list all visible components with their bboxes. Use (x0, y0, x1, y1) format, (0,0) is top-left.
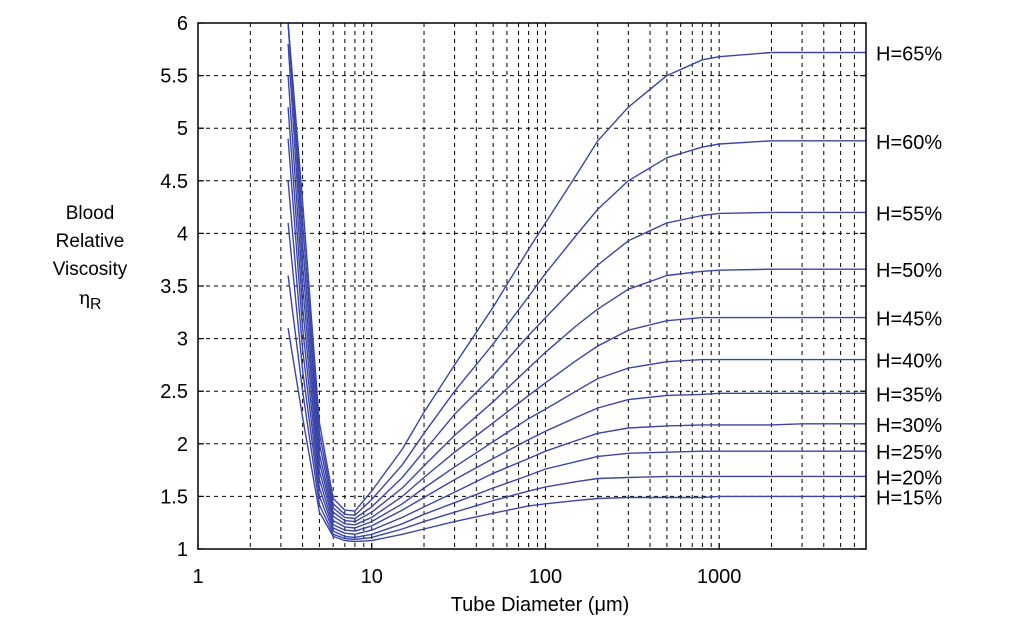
series-labels: H=65% H=60% H=55% H=50% H=45% H=40% H=35% H=30%… (876, 43, 942, 509)
series-line (287, 107, 866, 529)
grid (198, 23, 866, 549)
series-line (287, 23, 866, 516)
series-label: H=55% (876, 203, 942, 225)
y-axis-symbol-eta: η (78, 287, 90, 309)
series-line (287, 275, 866, 541)
series-label: H=45% (876, 309, 942, 331)
series-label: H=35% (876, 384, 942, 406)
y-tick-label: 3.5 (160, 276, 188, 298)
y-axis-title-line-3: Viscosity (52, 259, 128, 280)
y-axis-symbol: ηR (40, 284, 140, 319)
y-tick-label: 4 (177, 223, 188, 245)
y-tick-label: 3 (177, 329, 188, 351)
series-label: H=50% (876, 260, 942, 282)
series-line (287, 23, 866, 520)
series-line (287, 138, 866, 532)
y-tick-label: 2 (177, 434, 188, 456)
y-axis-title-line-1: Blood (65, 203, 115, 224)
y-tick-label: 1.5 (160, 486, 188, 508)
y-tick-label: 5 (177, 118, 188, 140)
series-line (287, 222, 866, 539)
series-label: H=60% (876, 132, 942, 154)
y-tick-label: 4.5 (160, 171, 188, 193)
series-label: H=65% (876, 43, 942, 65)
y-tick-label: 2.5 (160, 381, 188, 403)
series-line (287, 23, 866, 512)
y-axis-title-line-2: Relative (55, 231, 125, 252)
series-label: H=15% (876, 487, 942, 509)
series-label: H=20% (876, 467, 942, 489)
y-tick-label: 1 (177, 539, 188, 561)
series-line (287, 327, 866, 543)
series-line (287, 180, 866, 535)
x-tick-label: 100 (529, 566, 562, 588)
y-tick-label: 5.5 (160, 66, 188, 88)
y-tick-label: 6 (177, 13, 188, 35)
y-axis-symbol-sub: R (89, 295, 102, 313)
x-tick-label: 1000 (697, 566, 742, 588)
axis-ticks: 1 1.5 2 2.5 3 3.5 4 4.5 5 5.5 6 1 10 100 1000 (160, 13, 866, 588)
series-lines (287, 23, 866, 543)
series-line (287, 75, 866, 526)
series-label: H=30% (876, 415, 942, 437)
x-axis-title: Tube Diameter (μm) (450, 594, 630, 616)
plot-frame (197, 22, 867, 550)
y-axis-title: Blood Relative Viscosity ηR (40, 200, 140, 319)
x-tick-label: 10 (361, 566, 383, 588)
series-label: H=25% (876, 442, 942, 464)
x-tick-label: 1 (192, 566, 203, 588)
series-label: H=40% (876, 351, 942, 373)
series-line (287, 43, 866, 523)
